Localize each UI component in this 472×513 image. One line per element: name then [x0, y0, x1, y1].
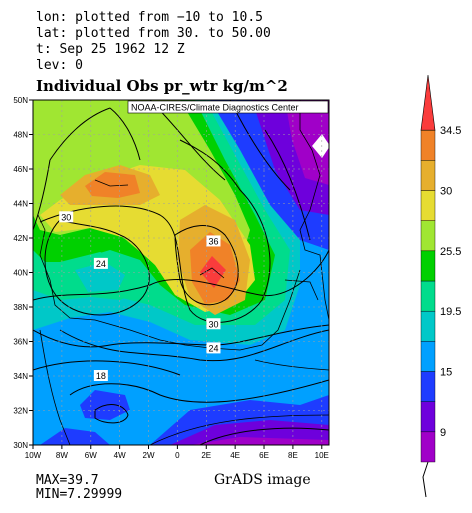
y-tick-label: 44N	[13, 200, 28, 209]
colorbar-tail	[422, 461, 429, 498]
y-tick-label: 40N	[13, 269, 28, 278]
colorbar-segment	[420, 310, 436, 342]
colorbar-label: 30	[440, 186, 452, 198]
y-tick-label: 32N	[13, 407, 28, 416]
y-tick-label: 48N	[13, 131, 28, 140]
colorbar-segment	[420, 431, 436, 463]
lon-info: lon: plotted from −10 to 10.5	[36, 10, 263, 25]
min-value: MIN=7.29999	[36, 487, 123, 502]
x-tick-label: 2E	[201, 451, 211, 460]
y-tick-label: 50N	[13, 96, 28, 105]
contour-label: 30	[208, 319, 218, 329]
colorbar-segment	[420, 371, 436, 402]
contour-label-bg	[206, 342, 221, 354]
contour-label: 30	[61, 212, 71, 222]
colorbar-segment	[420, 401, 436, 433]
grads-image-label: GrADS image	[214, 472, 311, 488]
colorbar-label: 25.5	[440, 246, 461, 258]
contour-label: 18	[96, 371, 106, 381]
x-tick-label: 2W	[143, 451, 155, 460]
y-tick-label: 34N	[13, 372, 28, 381]
colorbar-segment	[420, 341, 436, 372]
contour-label-bg	[206, 235, 221, 247]
contour-label-bg	[93, 370, 108, 381]
plot-title: Individual Obs pr_wtr kg/m^2	[36, 77, 288, 95]
colorbar-label: 19.5	[440, 306, 461, 318]
x-tick-label: 4E	[230, 451, 240, 460]
colorbar-segment	[420, 129, 436, 161]
level-info: lev: 0	[36, 58, 83, 73]
credit-text: NOAA-CIRES/Climate Diagnostics Center	[131, 103, 299, 113]
contour-labels: 36 30 24 30 24 18	[59, 211, 221, 381]
x-tick-label: 10E	[315, 451, 329, 460]
colorbar-segment	[420, 160, 436, 191]
y-tick-label: 46N	[13, 165, 28, 174]
x-axis: 10W 8W 6W 4W 2W 0 2E 4E 6E 8E 10E	[25, 445, 329, 460]
colorbar-label: 9	[440, 427, 446, 439]
y-tick-label: 30N	[13, 441, 28, 450]
colorbar: 9 15 19.5 25.5 30 34.5	[420, 74, 461, 498]
colorbar-segment	[420, 74, 436, 131]
x-tick-label: 0	[175, 451, 180, 460]
contour-label-bg	[206, 318, 221, 330]
y-tick-label: 42N	[13, 234, 28, 243]
y-axis: 30N 32N 34N 36N 38N 40N 42N 44N 46N 48N 50N	[13, 96, 33, 450]
colorbar-segment	[420, 250, 436, 282]
credit-box: NOAA-CIRES/Climate Diagnostics Center	[127, 100, 329, 114]
colorbar-segment	[420, 280, 436, 312]
x-tick-label: 8E	[288, 451, 298, 460]
x-tick-label: 4W	[114, 451, 126, 460]
contour-label-bg	[59, 211, 74, 223]
x-tick-label: 6E	[259, 451, 269, 460]
y-tick-label: 38N	[13, 303, 28, 312]
contour-label-bg	[93, 257, 108, 269]
y-tick-label: 36N	[13, 338, 28, 347]
x-tick-label: 10W	[25, 451, 42, 460]
colorbar-segment	[420, 190, 436, 221]
lat-info: lat: plotted from 30. to 50.00	[36, 26, 271, 41]
contour-label: 24	[208, 343, 218, 353]
x-tick-label: 6W	[85, 451, 97, 460]
contour-label: 36	[208, 236, 218, 246]
contour-label: 24	[96, 259, 106, 269]
colorbar-label: 15	[440, 367, 452, 379]
heatmap-field	[33, 100, 329, 445]
time-info: t: Sep 25 1962 12 Z	[36, 42, 185, 57]
max-value: MAX=39.7	[36, 473, 99, 488]
colorbar-label: 34.5	[440, 125, 461, 137]
colorbar-segment	[420, 220, 436, 252]
x-tick-label: 8W	[56, 451, 68, 460]
